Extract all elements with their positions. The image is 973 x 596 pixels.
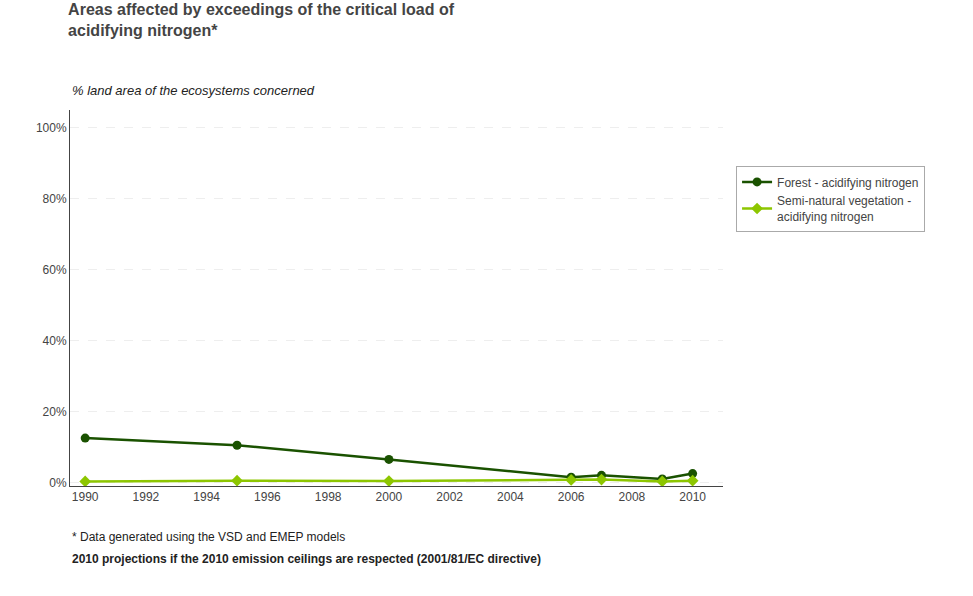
svg-text:40%: 40% [43,334,67,348]
svg-text:60%: 60% [43,263,67,277]
svg-text:1996: 1996 [254,490,281,504]
svg-text:2006: 2006 [558,490,585,504]
svg-text:2000: 2000 [376,490,403,504]
svg-text:2004: 2004 [497,490,524,504]
svg-text:2008: 2008 [619,490,646,504]
svg-text:0%: 0% [49,476,67,490]
svg-text:100%: 100% [36,121,67,135]
svg-text:Forest - acidifying nitrogen: Forest - acidifying nitrogen [777,176,918,190]
svg-text:1998: 1998 [315,490,342,504]
svg-text:20%: 20% [43,405,67,419]
svg-text:Semi-natural vegetation -acidi: Semi-natural vegetation -acidifying nitr… [777,194,911,224]
svg-text:1994: 1994 [193,490,220,504]
svg-text:1992: 1992 [133,490,160,504]
svg-text:1990: 1990 [72,490,99,504]
svg-text:* Data generated using the VSD: * Data generated using the VSD and EMEP … [72,530,345,544]
svg-text:Areas affected by exceedings o: Areas affected by exceedings of the crit… [68,1,455,39]
svg-text:80%: 80% [43,192,67,206]
svg-text:2010: 2010 [679,490,706,504]
svg-text:% land area of the ecosystems: % land area of the ecosystems concerned [72,83,315,98]
svg-text:2002: 2002 [436,490,463,504]
svg-text:2010 projections if the 2010 e: 2010 projections if the 2010 emission ce… [72,552,541,566]
